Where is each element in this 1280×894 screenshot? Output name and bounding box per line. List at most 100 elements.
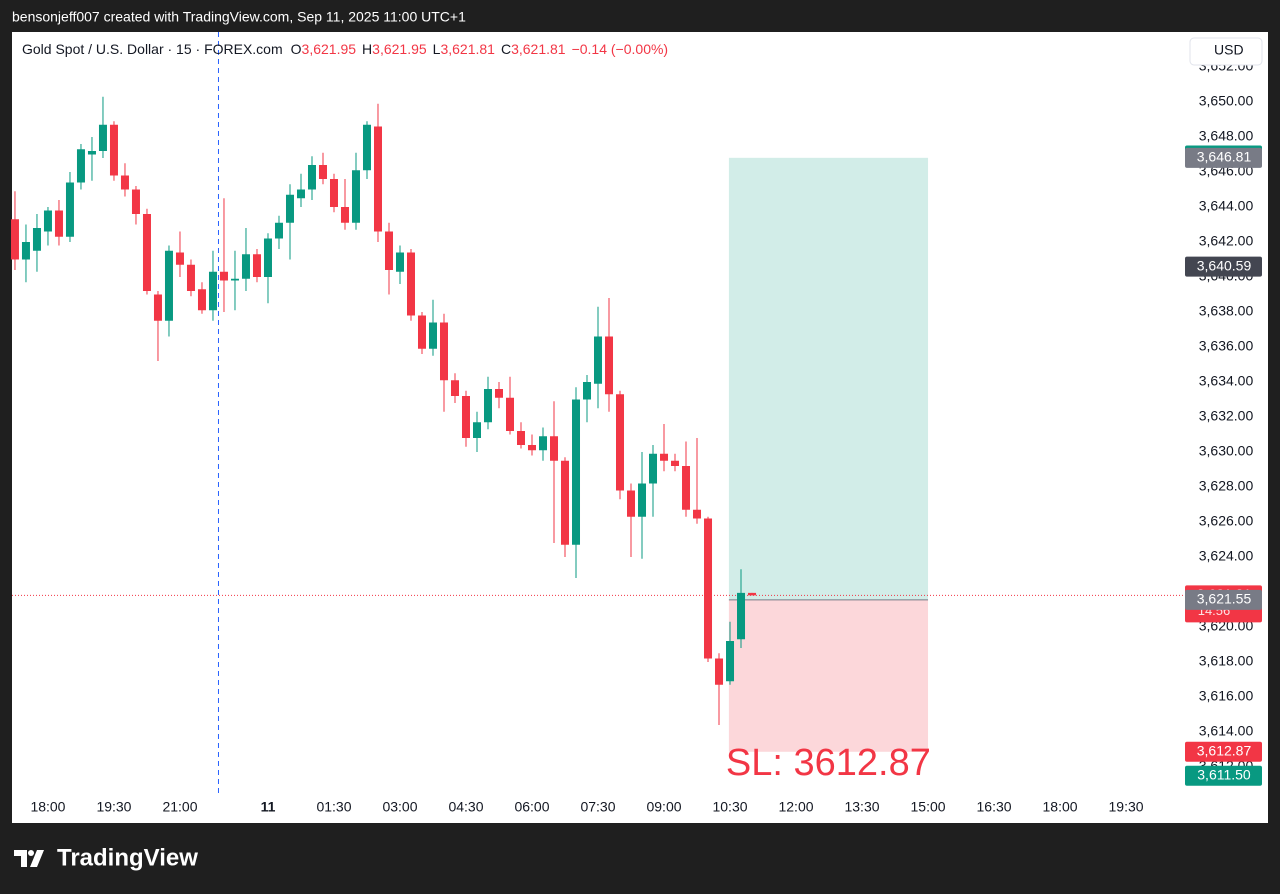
candle-body (682, 466, 691, 510)
candle-body (671, 460, 680, 466)
candle-body (230, 278, 239, 281)
candle-body (263, 238, 272, 277)
candle-body (109, 124, 118, 176)
legend-key: H (362, 41, 372, 57)
candle-body (65, 182, 74, 237)
candle-body (120, 175, 129, 190)
y-tick-label: 3,636.00 (1199, 338, 1254, 354)
candle-body (131, 189, 140, 214)
candle-body (285, 194, 294, 223)
candle-body (494, 389, 503, 398)
candle-body (660, 453, 669, 461)
candle-body (439, 322, 448, 381)
x-tick-label: 07:30 (580, 799, 615, 815)
y-tick-label: 3,618.00 (1199, 653, 1254, 669)
candle-body (638, 483, 647, 517)
price-badge (1185, 256, 1262, 277)
candle-body (219, 271, 228, 281)
y-tick-label: 3,630.00 (1199, 443, 1254, 459)
candle-body (461, 396, 470, 438)
x-tick-label: 18:00 (1043, 799, 1078, 815)
legend-key: O (291, 41, 302, 57)
y-tick-label: 3,626.00 (1199, 513, 1254, 529)
x-tick-label: 06:00 (514, 799, 549, 815)
candle-body (572, 399, 581, 545)
legend-key: C (501, 41, 511, 57)
candle-body (318, 165, 327, 179)
x-tick-label: 09:00 (646, 799, 681, 815)
x-tick-label: 18:00 (30, 799, 65, 815)
candle-body (87, 151, 96, 155)
x-tick-label: 16:30 (977, 799, 1012, 815)
candle-body (616, 394, 625, 491)
y-tick-label: 3,632.00 (1199, 408, 1254, 424)
candle-body (241, 254, 250, 279)
legend-value: 3,621.81 (440, 41, 495, 57)
candle-body (142, 214, 151, 291)
candle-body (252, 254, 261, 277)
price-badge (1185, 589, 1262, 610)
candle-body (175, 252, 184, 265)
y-tick-label: 3,628.00 (1199, 478, 1254, 494)
currency[interactable]: USD (1214, 42, 1244, 58)
stop-zone (728, 599, 929, 752)
price-badge (1185, 147, 1262, 168)
price-badge-label: 3,612.87 (1197, 742, 1252, 758)
x-tick-label: 15:00 (911, 799, 946, 815)
logo-dot (28, 850, 34, 856)
candle-body (649, 453, 658, 484)
footer-logo: TradingView (14, 844, 198, 871)
x-tick-label: 19:30 (1109, 799, 1144, 815)
candle-body (10, 219, 19, 260)
candle-body (98, 124, 107, 151)
candle-body (505, 397, 514, 431)
candle-body (362, 124, 371, 171)
price-badge-label: 3,646.81 (1197, 149, 1252, 165)
candle-body (153, 294, 162, 321)
candle-body (517, 431, 526, 445)
candle-body (472, 422, 481, 438)
currency-button[interactable] (1189, 37, 1263, 66)
legend-value: 3,621.81 (511, 41, 566, 57)
candle-body (384, 231, 393, 270)
candle-body (329, 179, 338, 207)
price-badge-label: 3,611.50 (1197, 766, 1251, 782)
target-zone (728, 157, 929, 600)
candle-body (737, 592, 746, 640)
candle-body (208, 271, 217, 311)
candle-body (693, 509, 702, 519)
candle-body (307, 165, 316, 190)
price-badge-label: 3,640.59 (1197, 257, 1252, 273)
candle-body (296, 189, 305, 199)
x-tick-label: 12:00 (778, 799, 813, 815)
candle-body (32, 228, 41, 251)
y-tick-label: 3,624.00 (1199, 548, 1254, 564)
candle-body (748, 592, 757, 596)
candle-body (395, 252, 404, 272)
price-badge (1185, 741, 1262, 762)
y-tick-label: 3,638.00 (1199, 303, 1254, 319)
legend-key: L (433, 41, 441, 57)
candle-body (406, 252, 415, 316)
candle-body (627, 490, 636, 517)
legend-value: 3,621.95 (302, 41, 357, 57)
chart-panel (12, 32, 1268, 823)
candle-body (594, 336, 603, 384)
candle-body (373, 126, 382, 232)
x-tick-label: 13:30 (844, 799, 879, 815)
candle-body (539, 436, 548, 451)
candle-body (528, 445, 537, 451)
candle-body (704, 518, 713, 659)
y-tick-label: 3,616.00 (1199, 688, 1254, 704)
candle-body (605, 336, 614, 395)
legend-line: Gold Spot / U.S. Dollar · 15 · FOREX.com… (22, 41, 668, 57)
candle-body (340, 207, 349, 223)
candle-body (164, 250, 173, 321)
candle-body (450, 380, 459, 396)
y-tick-label: 3,634.00 (1199, 373, 1254, 389)
candle-body (54, 210, 63, 237)
candle-body (351, 170, 360, 223)
candle-body (43, 210, 52, 232)
